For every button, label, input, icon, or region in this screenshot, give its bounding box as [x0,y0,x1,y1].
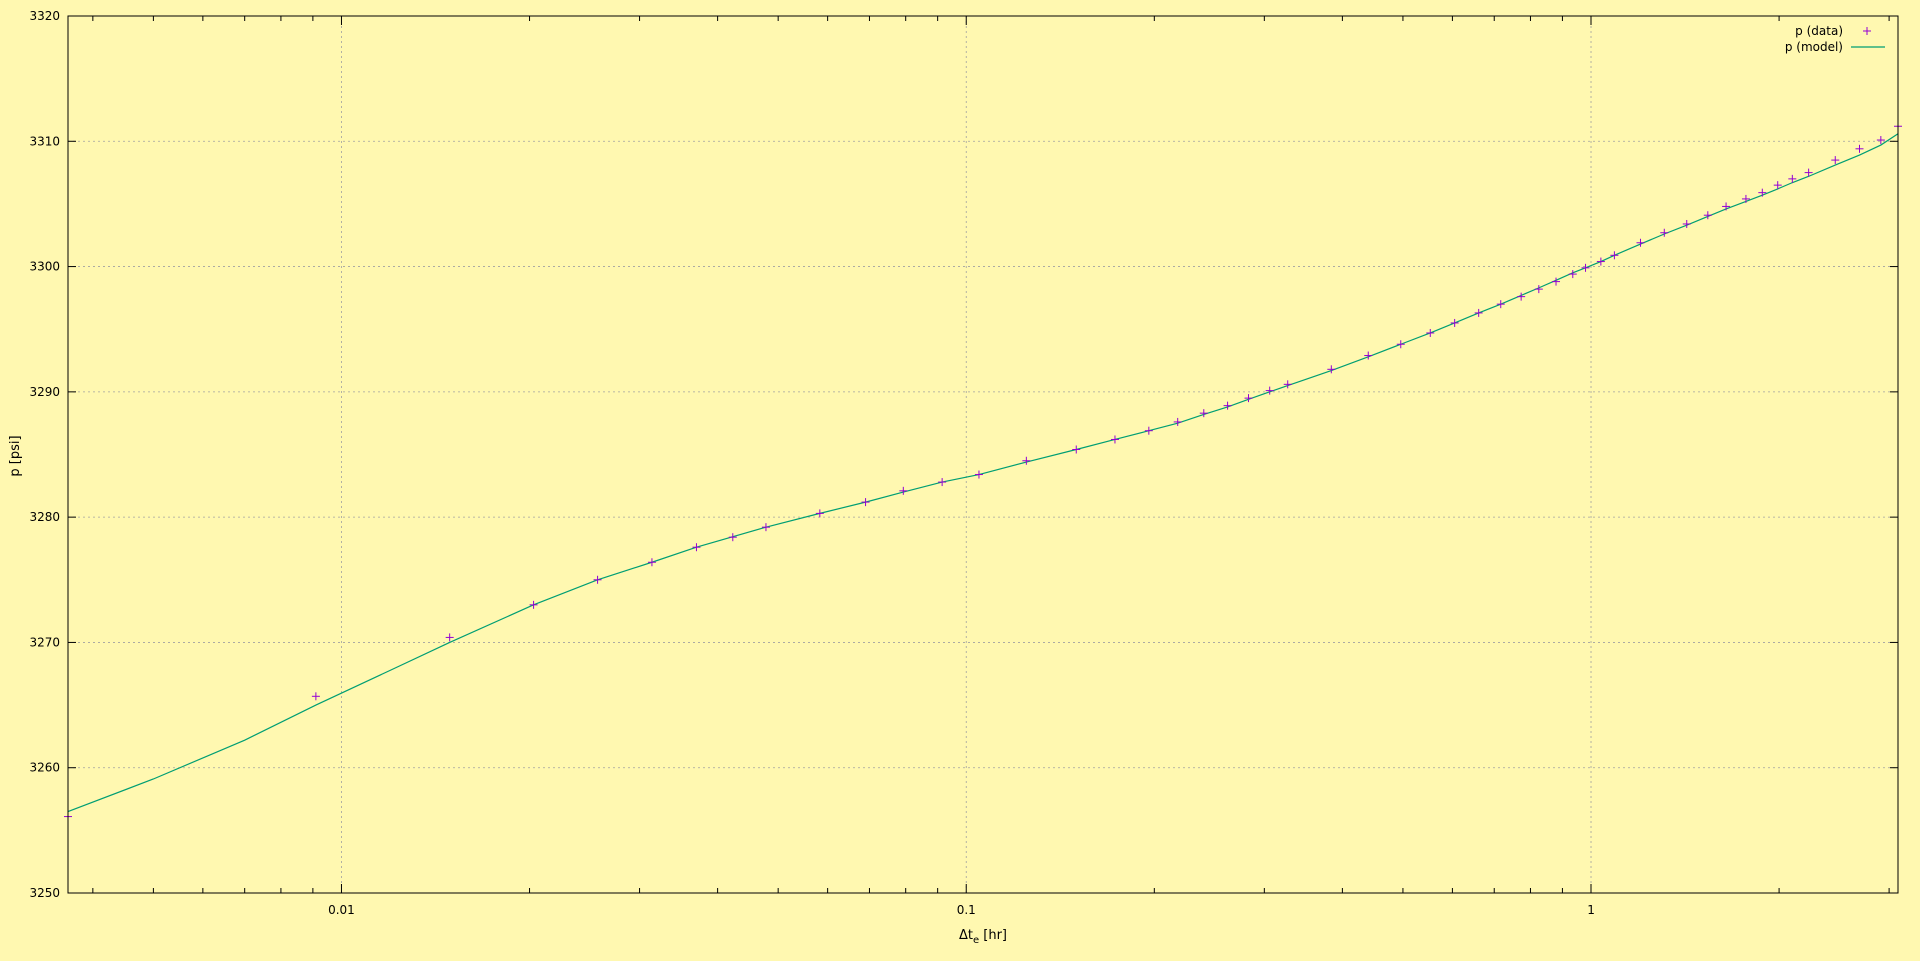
data-point [1876,136,1885,145]
tick-layer: 3250 3260 3270 3280 3290 3300 3310 3320 0.01 0.1 1 [29,9,1898,917]
data-point [1682,219,1691,228]
legend-entry-data-marker [1863,27,1871,35]
data-point [1199,409,1208,418]
model-line [67,133,1899,813]
data-point [1660,228,1669,237]
data-point [1144,426,1153,435]
data-point [1831,156,1840,165]
data-point [1223,401,1232,410]
minor-tick-layer [92,16,1890,893]
data-point [1450,318,1459,327]
data-point [1581,263,1590,272]
data-layer [64,122,1902,821]
data-point [1773,181,1782,190]
data-point [1426,328,1435,337]
y-tick-label: 3260 [29,761,60,775]
legend: p (data) p (model) [1785,24,1885,54]
x-tick-label: 0.1 [957,903,976,917]
y-tick-label: 3250 [29,886,60,900]
x-axis-label-subscript: e [973,935,979,946]
data-point [1722,202,1731,211]
data-point [1568,270,1577,279]
legend-entry-model-label: p (model) [1785,40,1843,54]
y-tick-label: 3320 [29,9,60,23]
data-point [1496,300,1505,309]
y-tick-label: 3290 [29,385,60,399]
data-point [938,478,947,487]
data-point [647,558,656,567]
data-point [761,523,770,532]
data-point [1364,351,1373,360]
data-point [1265,386,1274,395]
x-axis-label: Δte [hr] [959,928,1007,946]
data-point [1758,188,1767,197]
data-point [692,543,701,552]
grid-layer [68,16,1898,893]
data-point [1327,365,1336,374]
data-point [1741,194,1750,203]
data-point [1283,380,1292,389]
legend-entry-data-label: p (data) [1795,24,1843,38]
data-point [1610,251,1619,260]
data-point [1022,456,1031,465]
y-tick-label: 3300 [29,260,60,274]
data-point [728,533,737,542]
data-point [1552,277,1561,286]
data-point [899,486,908,495]
y-tick-label: 3270 [29,635,60,649]
y-tick-label: 3280 [29,510,60,524]
data-point [1788,174,1797,183]
model-layer [67,133,1899,813]
plot-border [67,15,1899,894]
data-point [1474,308,1483,317]
data-point [974,470,983,479]
data-point [311,692,320,701]
x-axis-label-main: Δt [959,928,973,943]
data-point [445,633,454,642]
x-axis-label-unit: [hr] [979,928,1007,943]
y-tick-label: 3310 [29,134,60,148]
x-tick-label: 0.01 [328,903,355,917]
data-point [815,509,824,518]
data-point [1855,144,1864,153]
data-point [529,600,538,609]
data-point [1110,435,1119,444]
data-point [1596,257,1605,266]
data-point [861,498,870,507]
x-tick-label: 1 [1587,903,1595,917]
legend-plus-marker [1863,27,1871,35]
data-point [1517,292,1526,301]
y-axis-label: p [psi] [8,435,23,476]
data-point [1804,168,1813,177]
data-point [1173,417,1182,426]
data-point [1396,340,1405,349]
data-point [1534,285,1543,294]
data-point [1072,445,1081,454]
data-point [1703,211,1712,220]
data-point [593,575,602,584]
data-point [1244,394,1253,403]
data-point [1636,238,1645,247]
